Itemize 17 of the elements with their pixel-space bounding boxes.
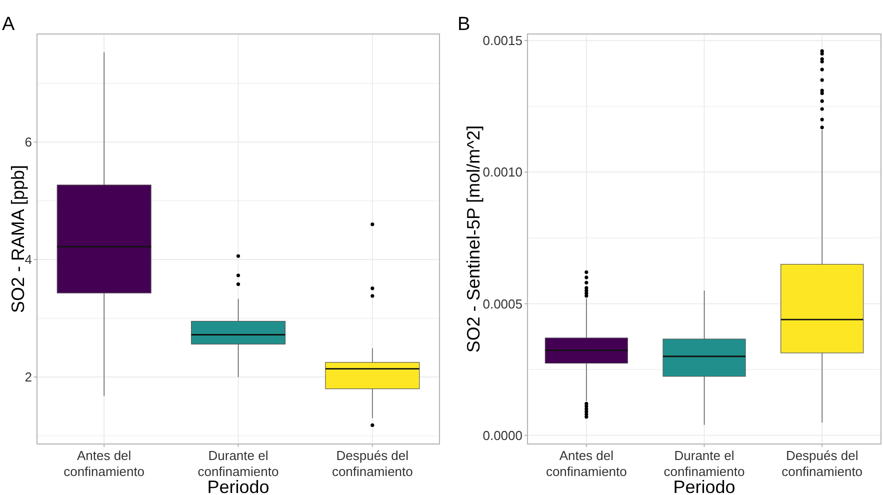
y-tick-label: 0.0010 xyxy=(482,164,522,180)
x-axis-title: Periodo xyxy=(673,477,736,495)
x-tick-label: Durante el confinamiento xyxy=(198,448,279,479)
x-tick-label: Durante el confinamiento xyxy=(664,448,745,479)
y-tick-label: 0.0015 xyxy=(482,33,522,48)
y-axis-title: SO2 - Sentinel-5P [mol/m^2] xyxy=(464,125,484,353)
chart-title: A xyxy=(2,14,15,35)
y-tick-label: 0.0000 xyxy=(482,428,522,443)
y-tick-label: 2 xyxy=(24,370,32,385)
x-axis-title: Periodo xyxy=(207,477,270,495)
chart-title: B xyxy=(458,14,470,35)
y-tick-label: 0.0005 xyxy=(482,296,522,312)
x-tick-label: Después del confinamiento xyxy=(782,448,863,479)
x-tick-label: Antes del confinamiento xyxy=(64,448,145,479)
y-tick-label: 6 xyxy=(24,134,32,150)
x-tick-label: Antes del confinamiento xyxy=(546,448,627,479)
x-tick-label: Después del confinamiento xyxy=(332,448,413,479)
